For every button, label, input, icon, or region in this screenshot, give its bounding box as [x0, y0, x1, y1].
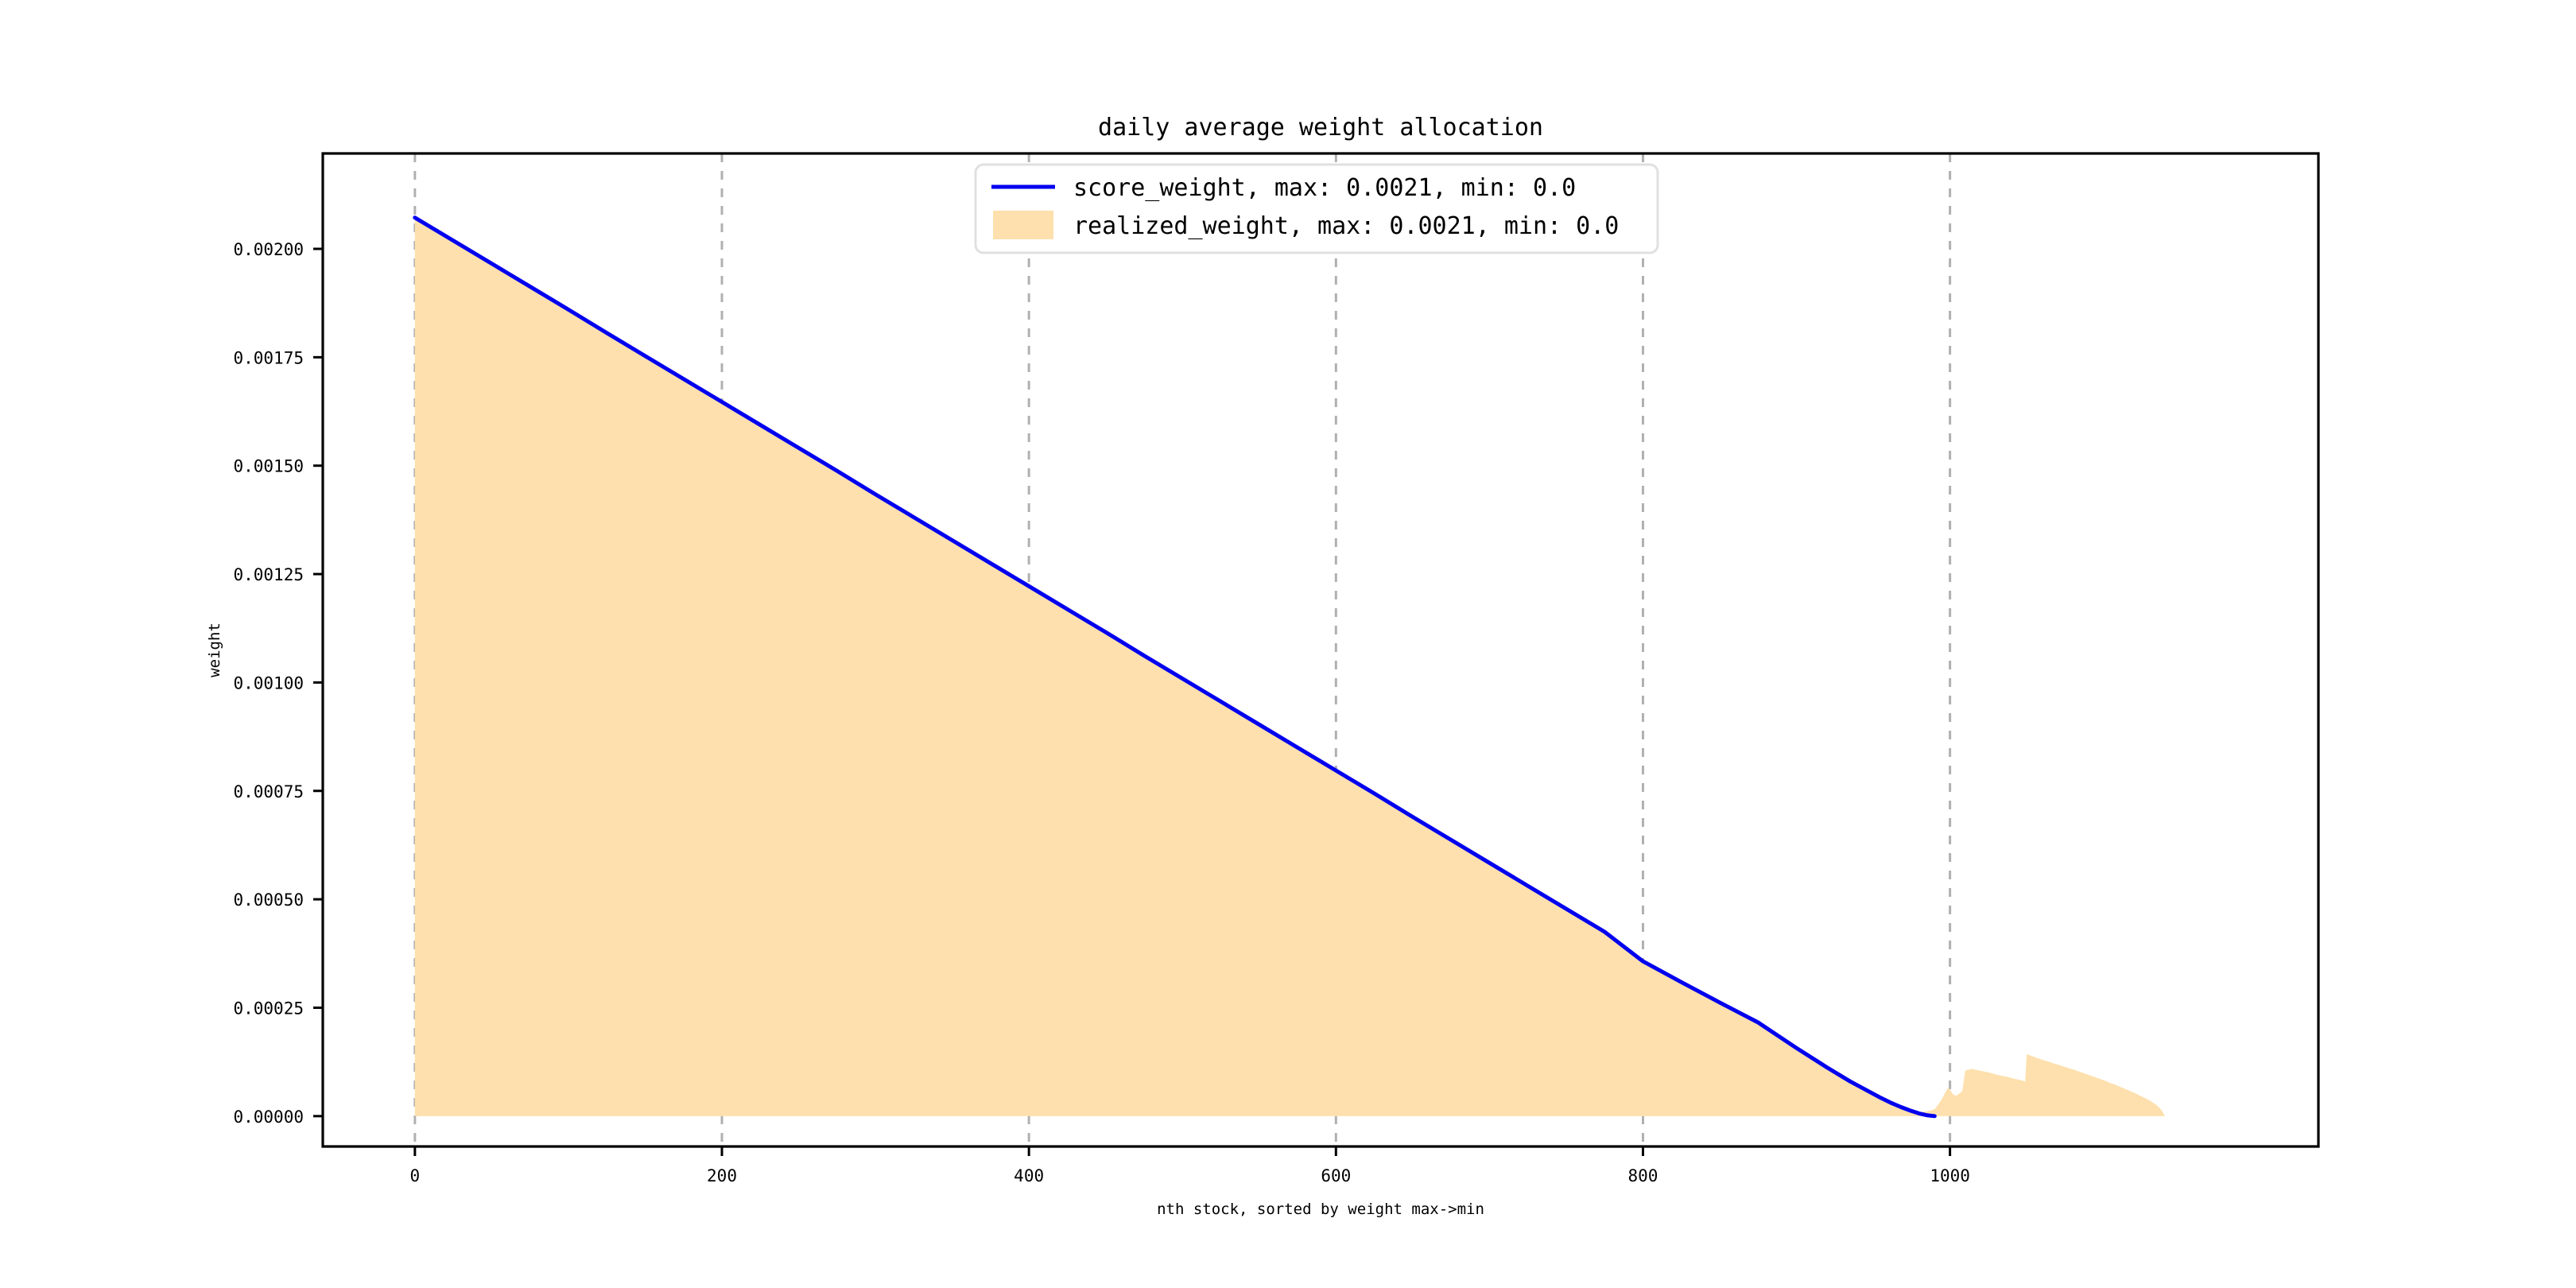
x-tick-label: 400: [1014, 1166, 1044, 1185]
legend-label-realized_weight: realized_weight, max: 0.0021, min: 0.0: [1073, 212, 1619, 240]
y-axis-label: weight: [206, 623, 223, 677]
legend-frame: [974, 163, 1659, 254]
score-weight-line: [413, 215, 1937, 1119]
plot-border: [321, 152, 2320, 1148]
x-axis-label: nth stock, sorted by weight max->min: [1157, 1201, 1484, 1218]
legend-label-score_weight: score_weight, max: 0.0021, min: 0.0: [1073, 174, 1576, 202]
area-realized-weight: [414, 217, 2165, 1116]
chart-legend[interactable]: score_weight, max: 0.0021, min: 0.0 reali…: [974, 163, 1659, 254]
y-tick-label: 0.00175: [233, 348, 304, 367]
axes-spines: [321, 152, 2320, 1148]
x-tick-label: 600: [1321, 1166, 1351, 1185]
y-tick-label: 0.00050: [233, 890, 304, 910]
y-tick-label: 0.00150: [233, 457, 304, 476]
y-tick-label: 0.00000: [233, 1108, 304, 1127]
x-axis-ticks: 0 200 400 600 800 1000: [410, 1146, 1970, 1185]
page-title: daily average weight allocation: [1098, 114, 1543, 142]
y-tick-label: 0.00125: [233, 565, 304, 584]
y-tick-label: 0.00075: [233, 782, 304, 801]
x-tick-label: 1000: [1930, 1166, 1970, 1185]
x-tick-label: 200: [707, 1166, 737, 1185]
x-tick-label: 800: [1627, 1166, 1658, 1185]
x-tick-label: 0: [410, 1166, 421, 1185]
realized-weight-area: [414, 217, 2165, 1116]
y-axis-ticks: 0.00000 0.00025 0.00050 0.00075 0.00100 0.001…: [233, 240, 323, 1127]
y-tick-label: 0.00100: [233, 673, 304, 692]
line-score-weight: [413, 215, 1937, 1119]
y-tick-label: 0.00025: [233, 999, 304, 1018]
legend-swatch-area: [993, 211, 1053, 239]
y-tick-label: 0.00200: [233, 240, 304, 259]
